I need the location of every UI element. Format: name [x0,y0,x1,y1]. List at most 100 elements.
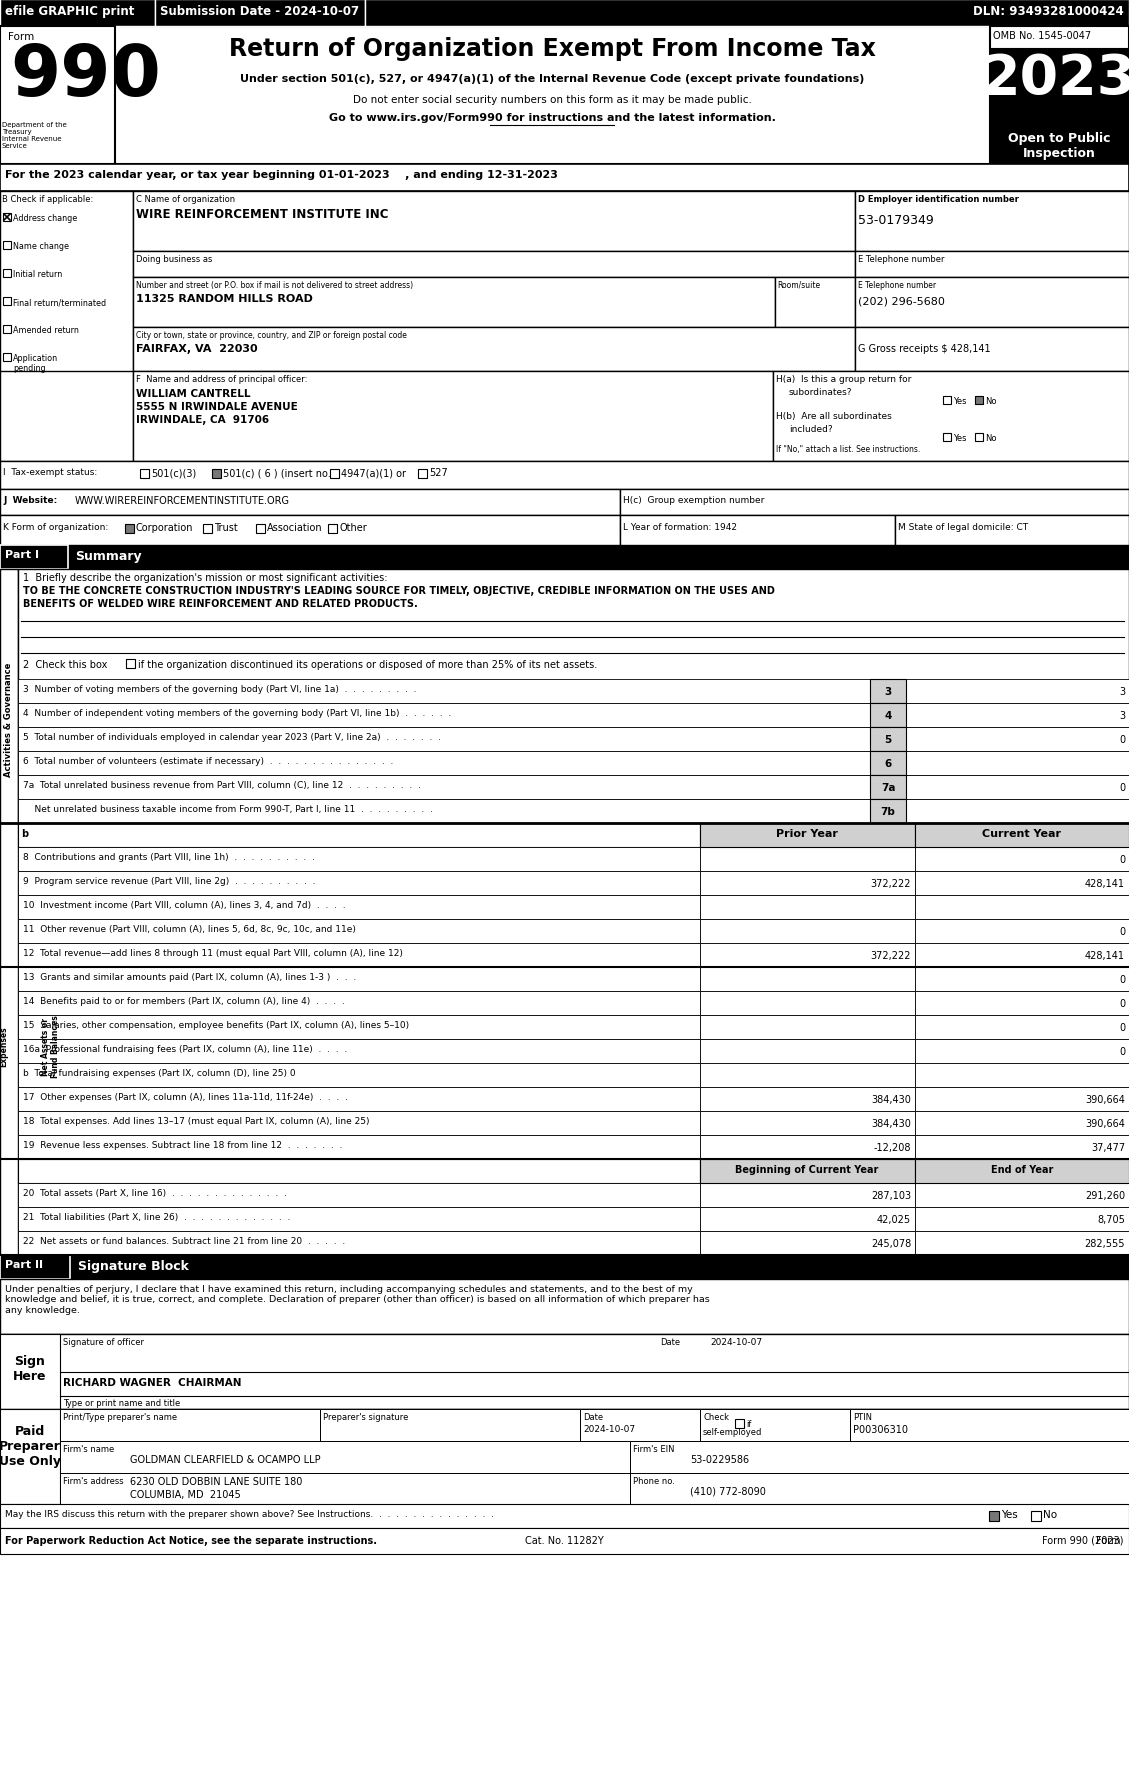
Text: Beginning of Current Year: Beginning of Current Year [735,1164,878,1174]
Text: Firm's name: Firm's name [63,1443,114,1452]
Text: Yes: Yes [953,397,966,406]
Text: 18  Total expenses. Add lines 13–17 (must equal Part IX, column (A), line 25): 18 Total expenses. Add lines 13–17 (must… [23,1116,369,1126]
Text: No: No [1043,1509,1057,1518]
Bar [914,1231,1129,1255]
Bar [18,896,700,920]
Bar [18,570,1129,870]
Bar [700,920,914,943]
Bar [905,679,1129,704]
Text: 8,705: 8,705 [1097,1214,1124,1224]
Bar [914,943,1129,968]
Text: Revenue



Expenses



Net Assets or
Fund Balances: Revenue Expenses Net Assets or Fund Bala… [0,1016,60,1078]
Text: Firm's address: Firm's address [63,1475,123,1484]
Text: 9  Program service revenue (Part VIII, line 2g)  .  .  .  .  .  .  .  .  .  .: 9 Program service revenue (Part VIII, li… [23,877,315,886]
Bar [630,1474,1129,1504]
Bar [620,490,1129,515]
Bar [700,1208,914,1231]
Text: 501(c) ( 6 ) (insert no.): 501(c) ( 6 ) (insert no.) [224,467,334,478]
Text: GOLDMAN CLEARFIELD & OCAMPO LLP: GOLDMAN CLEARFIELD & OCAMPO LLP [130,1454,321,1465]
Bar [3,214,11,223]
Text: G Gross receipts $ 428,141: G Gross receipts $ 428,141 [858,344,990,355]
Bar [140,470,149,479]
Bar [3,326,11,333]
Text: 14  Benefits paid to or for members (Part IX, column (A), line 4)  .  .  .  .: 14 Benefits paid to or for members (Part… [23,996,344,1005]
Bar [133,278,774,328]
Bar [700,1016,914,1039]
Bar [914,1064,1129,1087]
Text: H(a)  Is this a group return for: H(a) Is this a group return for [776,374,911,383]
Bar [155,0,365,27]
Text: J  Website:: J Website: [3,495,58,504]
Text: Submission Date - 2024-10-07: Submission Date - 2024-10-07 [160,5,359,18]
Bar [418,470,427,479]
Bar [905,704,1129,727]
Bar [975,433,983,442]
Text: 0: 0 [1119,855,1124,864]
Bar [990,48,1129,127]
Bar [18,1160,700,1183]
Text: 6230 OLD DOBBIN LANE SUITE 180: 6230 OLD DOBBIN LANE SUITE 180 [130,1475,303,1486]
Bar [905,800,1129,823]
Text: Check: Check [703,1411,729,1422]
Text: Application
pending: Application pending [14,355,58,372]
Text: Sign
Here: Sign Here [14,1354,46,1383]
Text: 10  Investment income (Part VIII, column (A), lines 3, 4, and 7d)  .  .  .  .: 10 Investment income (Part VIII, column … [23,900,345,909]
Bar [850,1410,1129,1442]
Text: 287,103: 287,103 [870,1190,911,1201]
Bar [943,397,951,405]
Bar [60,1410,320,1442]
Text: Under penalties of perjury, I declare that I have examined this return, includin: Under penalties of perjury, I declare th… [5,1285,710,1313]
Bar [700,943,914,968]
Text: 384,430: 384,430 [872,1094,911,1105]
Text: Phone no.: Phone no. [633,1475,675,1484]
Text: Form: Form [1096,1534,1124,1545]
Text: 0: 0 [1119,975,1124,984]
Text: 5  Total number of individuals employed in calendar year 2023 (Part V, line 2a) : 5 Total number of individuals employed i… [23,732,441,741]
Text: (202) 296-5680: (202) 296-5680 [858,296,945,307]
Text: Firm's EIN: Firm's EIN [633,1443,674,1452]
Bar [0,490,620,515]
Bar [870,775,905,800]
Bar [18,1016,700,1039]
Text: Number and street (or P.O. box if mail is not delivered to street address): Number and street (or P.O. box if mail i… [135,282,413,290]
Text: Prior Year: Prior Year [776,829,838,839]
Text: subordinates?: subordinates? [789,388,852,397]
Text: Summary: Summary [75,549,141,563]
Bar [133,328,855,372]
Text: D Employer identification number: D Employer identification number [858,194,1018,203]
Bar [870,752,905,775]
Bar [914,871,1129,896]
Text: Name change: Name change [14,242,69,251]
Text: 53-0179349: 53-0179349 [858,214,934,226]
Text: Do not enter social security numbers on this form as it may be made public.: Do not enter social security numbers on … [352,94,752,105]
Text: 428,141: 428,141 [1085,950,1124,960]
Bar [0,166,1129,192]
Text: 3  Number of voting members of the governing body (Part VI, line 1a)  .  .  .  .: 3 Number of voting members of the govern… [23,684,417,693]
Bar [700,1112,914,1135]
Text: Signature of officer: Signature of officer [63,1336,145,1345]
Text: 0: 0 [1119,927,1124,937]
Bar [18,775,870,800]
Text: Cat. No. 11282Y: Cat. No. 11282Y [525,1534,603,1545]
Bar [18,800,870,823]
Text: Final return/terminated: Final return/terminated [14,298,106,307]
Text: B Check if applicable:: B Check if applicable: [2,194,94,203]
Text: 990: 990 [10,43,160,110]
Text: Date: Date [583,1411,603,1422]
Text: H(b)  Are all subordinates: H(b) Are all subordinates [776,412,892,421]
Bar [60,1474,630,1504]
Text: P00306310: P00306310 [854,1424,908,1435]
Text: 4  Number of independent voting members of the governing body (Part VI, line 1b): 4 Number of independent voting members o… [23,709,452,718]
Text: if the organization discontinued its operations or disposed of more than 25% of : if the organization discontinued its ope… [138,659,597,670]
Text: Part I: Part I [5,549,40,560]
Text: DLN: 93493281000424: DLN: 93493281000424 [973,5,1124,18]
Bar [895,515,1129,545]
Text: 42,025: 42,025 [877,1214,911,1224]
Text: 19  Revenue less expenses. Subtract line 18 from line 12  .  .  .  .  .  .  .: 19 Revenue less expenses. Subtract line … [23,1140,342,1149]
Text: 372,222: 372,222 [870,879,911,889]
Bar [870,704,905,727]
Text: For Paperwork Reduction Act Notice, see the separate instructions.: For Paperwork Reduction Act Notice, see … [5,1534,377,1545]
Bar [3,298,11,307]
Text: Other: Other [339,522,367,533]
Bar [700,896,914,920]
